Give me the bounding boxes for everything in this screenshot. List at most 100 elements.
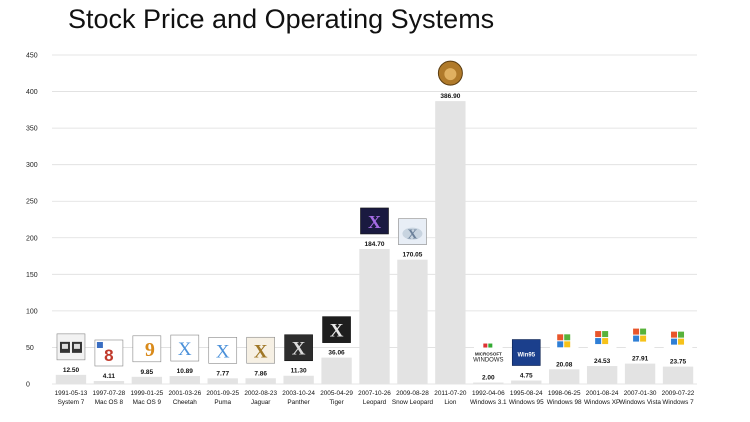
- y-tick-label: 0: [26, 382, 30, 389]
- value-label: 27.91: [632, 356, 649, 363]
- value-label: 24.53: [594, 358, 611, 365]
- bar: [283, 375, 314, 384]
- value-label: 2.00: [482, 375, 495, 382]
- category-name-label: Lion: [444, 399, 457, 406]
- bar: [624, 363, 656, 384]
- category-name-label: Mac OS 9: [133, 399, 162, 406]
- category-date-label: 2009-08-28: [396, 390, 429, 397]
- leopard-box-icon: X: [360, 207, 389, 235]
- mac-os-8-box-icon: 8: [94, 339, 124, 367]
- category-date-label: 2007-01-30: [624, 390, 657, 397]
- category-date-label: 2009-07-22: [662, 390, 695, 397]
- category-name-label: Cheetah: [173, 399, 198, 406]
- category-name-label: Jaguar: [251, 399, 271, 406]
- windows-7-orb-icon: [663, 325, 693, 352]
- bar: [169, 376, 200, 384]
- category-name-label: Windows 98: [547, 399, 582, 406]
- bar: [55, 374, 87, 384]
- category-name-label: Mac OS 8: [95, 399, 124, 406]
- svg-text:8: 8: [104, 346, 113, 365]
- bar: [359, 248, 390, 384]
- svg-text:X: X: [178, 339, 192, 360]
- y-tick-label: 50: [26, 345, 34, 352]
- category-name-label: Tiger: [329, 399, 344, 406]
- category-name-label: Leopard: [363, 399, 387, 406]
- category-date-label: 2011-07-20: [434, 390, 467, 397]
- bar: [207, 378, 238, 384]
- y-tick-label: 150: [26, 272, 38, 279]
- value-label: 4.11: [103, 373, 116, 380]
- category-name-label: Panther: [287, 399, 310, 406]
- windows-xp-logo-icon: [587, 324, 617, 352]
- svg-text:X: X: [216, 341, 230, 362]
- category-date-label: 1992-04-06: [472, 390, 505, 397]
- category-date-label: 1997-07-28: [93, 390, 126, 397]
- svg-text:X: X: [292, 339, 306, 360]
- category-date-label: 2001-03-26: [168, 390, 201, 397]
- svg-text:X: X: [254, 341, 268, 362]
- y-tick-label: 350: [26, 126, 38, 133]
- value-label: 20.08: [556, 361, 573, 368]
- y-tick-label: 100: [26, 308, 38, 315]
- y-tick-label: 400: [26, 89, 38, 96]
- category-date-label: 1998-06-25: [548, 390, 581, 397]
- category-name-label: Windows Vista: [619, 399, 661, 406]
- category-date-label: 1995-08-24: [510, 390, 543, 397]
- category-name-label: Puma: [214, 399, 231, 406]
- windows-vista-logo-icon: [625, 322, 655, 349]
- category-name-label: System 7: [58, 399, 85, 406]
- value-label: 7.86: [254, 370, 267, 377]
- value-label: 23.75: [670, 359, 687, 366]
- svg-text:9: 9: [145, 339, 155, 361]
- category-name-label: Windows XP: [584, 399, 620, 406]
- value-label: 11.30: [291, 368, 307, 375]
- value-label: 386.90: [440, 93, 460, 100]
- y-tick-label: 250: [26, 199, 38, 206]
- category-date-label: 2002-08-23: [244, 390, 277, 397]
- category-date-label: 2001-08-24: [586, 390, 619, 397]
- bar: [586, 366, 618, 384]
- y-tick-label: 450: [26, 53, 38, 60]
- category-date-label: 1999-01-25: [131, 390, 164, 397]
- system-7-box-icon: [56, 333, 86, 361]
- value-label: 36.06: [328, 350, 345, 357]
- svg-text:X: X: [368, 212, 381, 232]
- bar: [511, 380, 542, 384]
- category-date-label: 2003-10-24: [282, 390, 315, 397]
- windows-95-box-icon: Win95: [511, 339, 541, 366]
- bar: [549, 369, 580, 384]
- panther-box-icon: X: [284, 334, 313, 362]
- category-name-label: Windows 95: [509, 399, 544, 406]
- category-date-label: 2005-04-29: [320, 390, 353, 397]
- value-label: 12.50: [63, 367, 80, 374]
- bar: [435, 101, 466, 384]
- tiger-box-icon: X: [322, 316, 351, 343]
- category-date-label: 1991-05-13: [55, 390, 88, 397]
- svg-text:WINDOWS: WINDOWS: [473, 358, 503, 364]
- snow-leopard-box-icon: X: [398, 218, 427, 245]
- cheetah-box-icon: X: [170, 334, 200, 362]
- category-date-label: 2001-09-25: [206, 390, 239, 397]
- bar: [662, 366, 694, 384]
- value-label: 9.85: [141, 369, 154, 376]
- svg-text:X: X: [330, 321, 344, 342]
- lion-badge-icon: [437, 60, 463, 86]
- bar: [245, 378, 276, 384]
- value-label: 4.75: [520, 373, 533, 380]
- category-name-label: Windows 3.1: [470, 399, 507, 406]
- value-label: 184.70: [365, 241, 385, 248]
- svg-text:Win95: Win95: [517, 353, 535, 359]
- category-date-label: 2007-10-26: [358, 390, 391, 397]
- value-label: 7.77: [216, 370, 229, 377]
- mac-os-9-box-icon: 9: [132, 335, 162, 363]
- value-label: 10.89: [177, 368, 194, 375]
- category-name-label: Windows 7: [662, 399, 694, 406]
- y-tick-label: 200: [26, 235, 38, 242]
- bar: [397, 259, 428, 384]
- chart-title: Stock Price and Operating Systems: [68, 4, 495, 34]
- bar: [131, 376, 163, 384]
- windows-98-logo-icon: [549, 328, 579, 355]
- bar: [93, 380, 125, 384]
- jaguar-box-icon: X: [246, 336, 275, 364]
